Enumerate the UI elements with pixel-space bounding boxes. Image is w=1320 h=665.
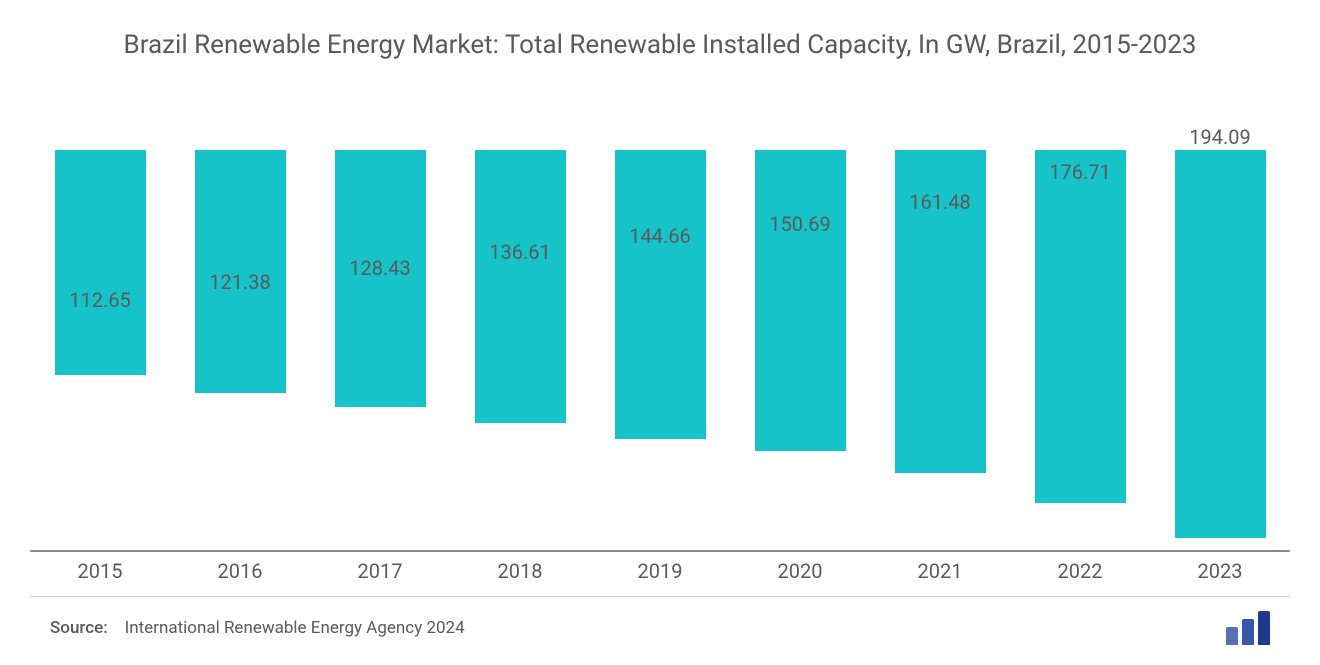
source-line: Source: International Renewable Energy A… xyxy=(50,618,465,638)
bar xyxy=(475,150,566,423)
bar-value-label: 136.61 xyxy=(450,240,590,264)
category-label: 2019 xyxy=(590,559,730,583)
category-label: 2018 xyxy=(450,559,590,583)
bar-group: 176.712022 xyxy=(1010,150,1150,549)
x-axis-baseline xyxy=(30,550,1290,552)
footer-divider xyxy=(30,596,1290,597)
logo-bar-icon xyxy=(1242,619,1254,645)
chart-container: Brazil Renewable Energy Market: Total Re… xyxy=(0,0,1320,665)
chart-area: 112.652015121.382016128.432017136.612018… xyxy=(30,150,1290,550)
bar-value-label: 112.65 xyxy=(30,288,170,312)
source-prefix: Source: xyxy=(50,618,108,638)
bar-group: 128.432017 xyxy=(310,150,450,549)
title-block: Brazil Renewable Energy Market: Total Re… xyxy=(0,0,1320,73)
category-label: 2023 xyxy=(1150,559,1290,583)
bar-group: 150.692020 xyxy=(730,150,870,549)
bar xyxy=(615,150,706,439)
bar xyxy=(755,150,846,451)
category-label: 2015 xyxy=(30,559,170,583)
bars-row: 112.652015121.382016128.432017136.612018… xyxy=(30,150,1290,550)
bar-group: 112.652015 xyxy=(30,150,170,549)
category-label: 2016 xyxy=(170,559,310,583)
bar-value-label: 150.69 xyxy=(730,212,870,236)
bar-value-label: 194.09 xyxy=(1150,125,1290,149)
category-label: 2022 xyxy=(1010,559,1150,583)
bar xyxy=(55,150,146,375)
bar-value-label: 128.43 xyxy=(310,256,450,280)
bar-group: 161.482021 xyxy=(870,150,1010,549)
footer: Source: International Renewable Energy A… xyxy=(50,611,1270,645)
source-text: International Renewable Energy Agency 20… xyxy=(125,618,465,638)
logo-bar-icon xyxy=(1258,611,1270,645)
bar xyxy=(1035,150,1126,503)
bar-value-label: 144.66 xyxy=(590,224,730,248)
bar-group: 194.092023 xyxy=(1150,150,1290,549)
bar-value-label: 121.38 xyxy=(170,270,310,294)
bar-group: 144.662019 xyxy=(590,150,730,549)
category-label: 2020 xyxy=(730,559,870,583)
bar-value-label: 161.48 xyxy=(870,190,1010,214)
brand-logo-icon xyxy=(1226,611,1270,645)
bar-group: 136.612018 xyxy=(450,150,590,549)
category-label: 2017 xyxy=(310,559,450,583)
bar-group: 121.382016 xyxy=(170,150,310,549)
bar-value-label: 176.71 xyxy=(1010,160,1150,184)
chart-title: Brazil Renewable Energy Market: Total Re… xyxy=(120,28,1200,63)
category-label: 2021 xyxy=(870,559,1010,583)
logo-bar-icon xyxy=(1226,627,1238,645)
bar xyxy=(1175,150,1266,538)
